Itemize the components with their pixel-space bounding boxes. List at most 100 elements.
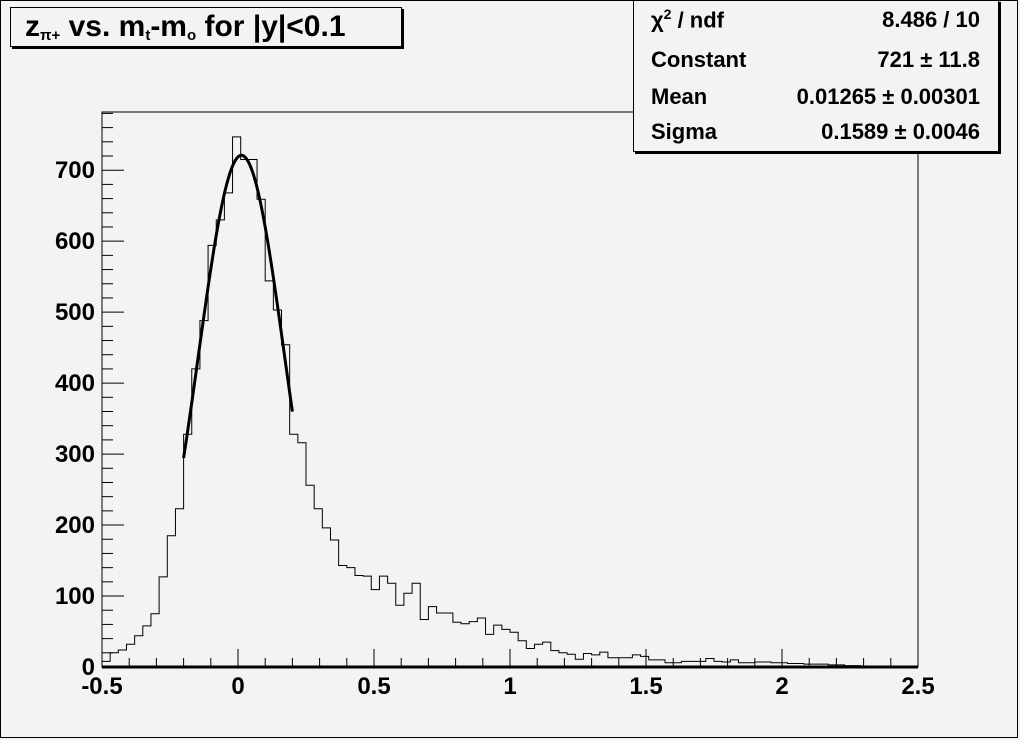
x-tick-label: 2.5 bbox=[901, 673, 934, 700]
y-tick-label: 300 bbox=[55, 441, 95, 468]
gaussian-fit-curve bbox=[182, 153, 294, 459]
y-tick-label: 500 bbox=[55, 299, 95, 326]
y-tick-label: 700 bbox=[55, 157, 95, 184]
histogram-bin bbox=[379, 576, 387, 667]
histogram-bin bbox=[339, 566, 347, 667]
title-sub: o bbox=[186, 27, 197, 44]
histogram-bin bbox=[143, 626, 151, 667]
histogram-bin bbox=[298, 443, 306, 667]
histogram-bin bbox=[469, 622, 477, 667]
histogram-line bbox=[101, 136, 918, 668]
chi-symbol: χ bbox=[651, 7, 664, 33]
stats-value: 8.486 / 10 bbox=[882, 7, 980, 32]
histogram-bin bbox=[184, 434, 192, 667]
histogram-bin bbox=[167, 536, 175, 667]
histogram-bin bbox=[273, 310, 281, 667]
histogram-bin bbox=[151, 614, 159, 667]
histogram-bin bbox=[567, 654, 575, 667]
y-tick-label: 100 bbox=[55, 583, 95, 610]
histogram-bin bbox=[412, 583, 420, 667]
x-tick-label: 0.5 bbox=[357, 673, 390, 700]
histogram-bin bbox=[534, 644, 542, 667]
histogram-bin bbox=[290, 434, 298, 667]
x-tick-label: -0.5 bbox=[81, 673, 122, 700]
stats-value: 0.01265 ± 0.00301 bbox=[796, 84, 980, 109]
histogram-bin bbox=[445, 613, 453, 667]
histogram-bin bbox=[502, 629, 510, 667]
histogram-bin bbox=[518, 641, 526, 667]
histogram-bin bbox=[265, 281, 273, 667]
chi-rest: / ndf bbox=[671, 7, 725, 33]
histogram-bin bbox=[526, 649, 534, 667]
histogram-bin bbox=[118, 650, 126, 667]
histogram-bin bbox=[592, 655, 600, 667]
histogram-bin bbox=[477, 618, 485, 667]
title-sub: t bbox=[145, 27, 151, 44]
histogram-bin bbox=[306, 485, 314, 667]
stats-row-mean: Mean 0.01265 ± 0.00301 bbox=[651, 80, 980, 114]
histogram-bin bbox=[110, 653, 118, 667]
stats-label: Sigma bbox=[651, 119, 718, 144]
stats-label: χ2 / ndf bbox=[651, 6, 724, 33]
histogram-bin bbox=[208, 245, 216, 667]
histogram-bin bbox=[632, 655, 640, 667]
stats-value: 0.1589 ± 0.0046 bbox=[821, 119, 980, 144]
histogram-bin bbox=[192, 369, 200, 667]
histogram-bin bbox=[388, 583, 396, 667]
title-part: vs. m bbox=[60, 10, 146, 43]
x-tick-label: 0 bbox=[231, 673, 244, 700]
stats-label: Constant bbox=[651, 47, 747, 72]
histogram-bin bbox=[257, 199, 265, 667]
histogram-bin bbox=[428, 607, 436, 667]
histogram-bin bbox=[420, 619, 428, 667]
histogram-bin bbox=[494, 625, 502, 667]
title-sub: π+ bbox=[40, 27, 61, 44]
histogram-bin bbox=[135, 636, 143, 667]
histogram-bin bbox=[543, 642, 551, 667]
histogram-bin bbox=[510, 632, 518, 667]
histogram-bin bbox=[551, 651, 559, 667]
stats-row-sigma: Sigma 0.1589 ± 0.0046 bbox=[651, 115, 980, 149]
x-tick-label: 1.5 bbox=[629, 673, 662, 700]
stats-row-constant: Constant 721 ± 11.8 bbox=[651, 43, 980, 77]
y-tick-label: 200 bbox=[55, 512, 95, 539]
histogram-bin bbox=[159, 577, 167, 667]
histogram-bin bbox=[437, 613, 445, 667]
histogram-bin bbox=[322, 528, 330, 667]
stats-value: 721 ± 11.8 bbox=[877, 47, 980, 72]
histogram-bin bbox=[330, 540, 338, 667]
title-part: for |y|<0.1 bbox=[196, 10, 346, 43]
y-tick-label: 600 bbox=[55, 228, 95, 255]
histogram-bin bbox=[355, 575, 363, 667]
fit-stats-box: χ2 / ndf 8.486 / 10 Constant 721 ± 11.8 … bbox=[633, 0, 999, 152]
title-part: -m bbox=[150, 10, 187, 43]
histogram-bin bbox=[486, 634, 494, 667]
histogram-bin bbox=[249, 160, 257, 667]
histogram-bin bbox=[126, 644, 134, 667]
histogram-bin bbox=[347, 568, 355, 667]
x-tick-label: 1 bbox=[503, 673, 516, 700]
histogram-bin bbox=[200, 321, 208, 667]
histogram-bin bbox=[404, 593, 412, 667]
histogram-bin bbox=[363, 576, 371, 667]
chi-sup: 2 bbox=[663, 6, 672, 23]
histogram-bin bbox=[371, 590, 379, 667]
y-tick-label: 400 bbox=[55, 370, 95, 397]
y-tick-label: 0 bbox=[82, 654, 95, 681]
histogram-bin bbox=[241, 160, 249, 667]
title-part: z bbox=[25, 10, 40, 43]
histogram-bin bbox=[453, 622, 461, 667]
x-tick-label: 2 bbox=[775, 673, 788, 700]
histogram-bin bbox=[233, 137, 241, 667]
stats-label: Mean bbox=[651, 84, 708, 109]
histogram-bin bbox=[175, 509, 183, 667]
histogram-bin bbox=[641, 656, 649, 667]
histogram-bin bbox=[314, 509, 322, 667]
histogram-bin bbox=[600, 652, 608, 667]
histogram-bin bbox=[396, 605, 404, 667]
chart-title: zπ+ vs. mt-mo for |y|<0.1 bbox=[10, 7, 402, 47]
stats-row-chi2: χ2 / ndf 8.486 / 10 bbox=[651, 3, 980, 37]
histogram-bin bbox=[224, 193, 232, 667]
